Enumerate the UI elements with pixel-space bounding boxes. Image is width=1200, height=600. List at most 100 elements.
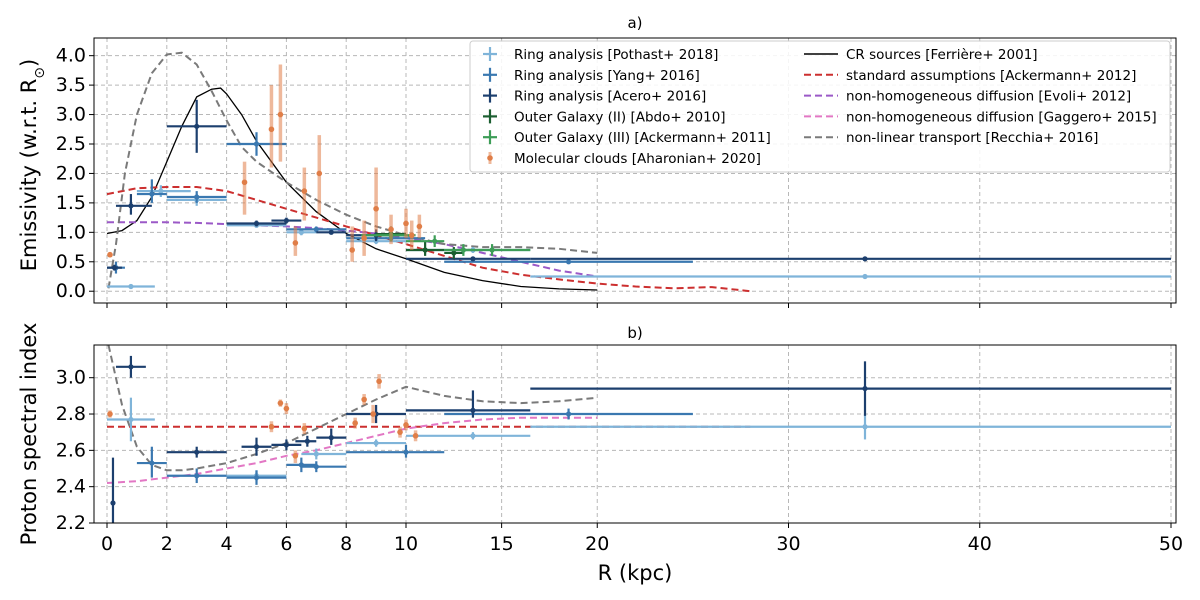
panel-a-title: a) xyxy=(627,14,642,32)
legend-label: Outer Galaxy (III) [Ackermann+ 2011] xyxy=(514,130,771,146)
y-tick-label: 2.5 xyxy=(56,133,86,155)
data-point xyxy=(451,250,457,256)
data-point xyxy=(110,500,116,506)
data-point xyxy=(403,422,409,428)
legend-item: non-homogeneous diffusion [Gaggero+ 2015… xyxy=(804,109,1157,125)
x-tick-label: 10 xyxy=(394,533,418,555)
legend-item: Outer Galaxy (II) [Abdo+ 2010] xyxy=(483,109,726,125)
data-point xyxy=(253,474,260,481)
data-point xyxy=(241,179,248,186)
x-tick-label: 20 xyxy=(585,533,609,555)
data-point xyxy=(301,425,308,432)
x-tick-label: 4 xyxy=(221,533,233,555)
data-point xyxy=(277,400,284,406)
legend-item: non-linear transport [Recchia+ 2016] xyxy=(804,130,1098,146)
data-point xyxy=(349,247,355,253)
data-point xyxy=(361,235,367,242)
data-point xyxy=(253,141,260,147)
data-point xyxy=(313,464,319,470)
data-point xyxy=(862,273,868,280)
plot-area xyxy=(106,51,1171,293)
data-point xyxy=(565,411,572,417)
data-point xyxy=(313,226,319,232)
legend-item: non-homogeneous diffusion [Evoli+ 2012] xyxy=(804,89,1131,105)
data-point xyxy=(397,429,403,435)
curve-nonhomogeneous xyxy=(106,416,598,484)
data-point xyxy=(149,191,155,197)
legend-label: Ring analysis [Yang+ 2016] xyxy=(514,68,700,84)
legend-item: Ring analysis [Acero+ 2016] xyxy=(483,88,706,105)
axes-frame xyxy=(93,344,1177,524)
data-point xyxy=(376,378,382,385)
data-point xyxy=(194,449,200,455)
data-point xyxy=(412,433,419,439)
legend-label: non-homogeneous diffusion [Evoli+ 2012] xyxy=(846,89,1131,105)
y-tick-label: 3.0 xyxy=(56,104,86,126)
legend-label: Molecular clouds [Aharonian+ 2020] xyxy=(514,151,761,167)
y-tick-label: 1.0 xyxy=(56,221,86,243)
legend-label: Ring analysis [Pothast+ 2018] xyxy=(514,47,718,63)
x-tick-label: 8 xyxy=(340,533,352,555)
x-tick-label: 50 xyxy=(1159,533,1183,555)
y-tick-label: 2.2 xyxy=(56,512,86,534)
legend-label: non-linear transport [Recchia+ 2016] xyxy=(846,130,1098,146)
data-point xyxy=(373,440,379,446)
data-point xyxy=(253,220,260,227)
y-tick-label: 4.0 xyxy=(56,45,86,67)
x-tick-label: 0 xyxy=(101,533,113,555)
data-point xyxy=(149,460,155,466)
panel-b: b) Proton spectral index 2.2 2.4 2.6 2.8 3.0… xyxy=(17,323,1183,555)
legend-item: CR sources [Ferrière+ 2001] xyxy=(804,47,1038,63)
data-point xyxy=(128,364,134,370)
data-point xyxy=(158,188,164,194)
panel-a-ylabel: Emissivity (w.r.t. R⊙) xyxy=(17,59,48,272)
data-point xyxy=(432,238,438,244)
x-tick-label: 6 xyxy=(280,533,292,555)
legend-item: standard assumptions [Ackermann+ 2012] xyxy=(804,68,1136,84)
data-point xyxy=(489,247,495,253)
legend-item: Ring analysis [Yang+ 2016] xyxy=(483,67,700,84)
x-axis-title: R (kpc) xyxy=(598,561,673,585)
data-point xyxy=(304,438,310,444)
data-point xyxy=(268,423,275,430)
legend-item: Molecular clouds [Aharonian+ 2020] xyxy=(487,151,761,167)
y-tick-label: 2.4 xyxy=(56,476,86,498)
data-point xyxy=(313,451,319,457)
data-point xyxy=(283,405,290,412)
x-tick-label: 2 xyxy=(161,533,173,555)
data-point xyxy=(298,229,304,235)
data-point xyxy=(194,194,200,200)
data-point xyxy=(361,396,367,403)
series-group xyxy=(107,185,1171,290)
data-point xyxy=(408,232,415,239)
panel-a: a) Emissivity (w.r.t. R⊙) 0.0 0.5 1.0 1.5 2.… xyxy=(17,14,1177,308)
data-point xyxy=(352,420,358,426)
y-tick-label: 3.0 xyxy=(56,367,86,389)
plot-area xyxy=(106,345,1171,523)
y-tick-label: 0.5 xyxy=(56,251,86,273)
y-tick-label: 3.5 xyxy=(56,74,86,96)
axes-frame xyxy=(93,37,1177,304)
legend-item: Outer Galaxy (III) [Ackermann+ 2011] xyxy=(483,130,771,146)
data-point xyxy=(388,226,394,233)
legend-item: Ring analysis [Pothast+ 2018] xyxy=(483,47,718,63)
legend-label: non-homogeneous diffusion [Gaggero+ 2015… xyxy=(846,109,1157,125)
data-point xyxy=(194,473,200,479)
legend-dot-swatch xyxy=(487,155,493,161)
data-point xyxy=(301,188,308,194)
data-point xyxy=(292,240,299,246)
data-point xyxy=(565,259,572,265)
legend-box xyxy=(469,40,1171,173)
y-tick-label: 2.0 xyxy=(56,162,86,184)
series-group xyxy=(107,132,693,274)
x-tick-label: 15 xyxy=(490,533,514,555)
y-tick-label: 2.8 xyxy=(56,403,86,425)
data-point xyxy=(422,247,428,253)
series-group xyxy=(107,64,423,262)
data-point xyxy=(277,111,284,118)
panel-b-ylabel: Proton spectral index xyxy=(17,323,41,546)
data-point xyxy=(268,126,275,133)
data-point xyxy=(111,265,118,271)
data-point xyxy=(107,251,113,258)
